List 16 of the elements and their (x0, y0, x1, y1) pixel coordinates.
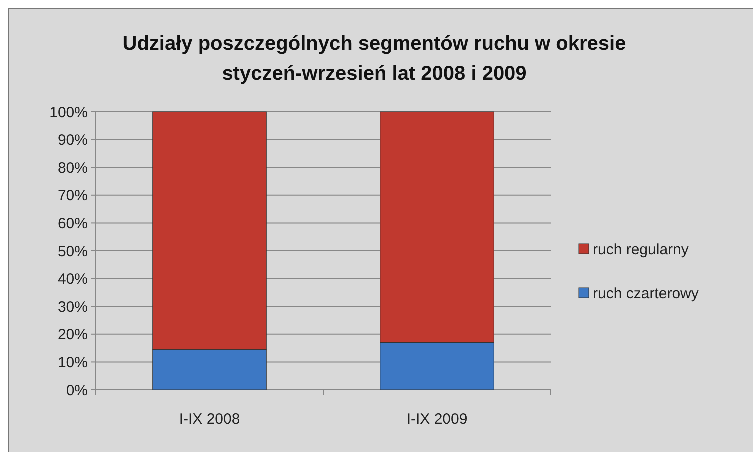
y-tick-label: 10% (58, 354, 88, 372)
y-tick-label: 0% (66, 382, 88, 400)
y-tick-label: 70% (58, 188, 88, 205)
y-tick-label: 80% (58, 160, 88, 177)
y-tick-label: 40% (58, 271, 88, 288)
y-tick-label: 90% (58, 132, 88, 150)
y-tick-label: 30% (58, 298, 88, 316)
y-tick-label: 100% (50, 104, 88, 122)
legend-label: ruch czarterowy (593, 285, 700, 302)
y-tick-label: 50% (58, 243, 88, 260)
y-tick-label: 20% (58, 326, 88, 344)
y-tick-label: 60% (58, 215, 88, 232)
x-tick-label: I-IX 2009 (406, 411, 468, 428)
legend-label: ruch regularny (593, 241, 690, 258)
x-tick-label: I-IX 2008 (179, 411, 240, 428)
chart-title: Udziały poszczególnych segmentów ruchu w okresie styczeń-wrzesień lat 2008 i 2009 (122, 33, 626, 85)
